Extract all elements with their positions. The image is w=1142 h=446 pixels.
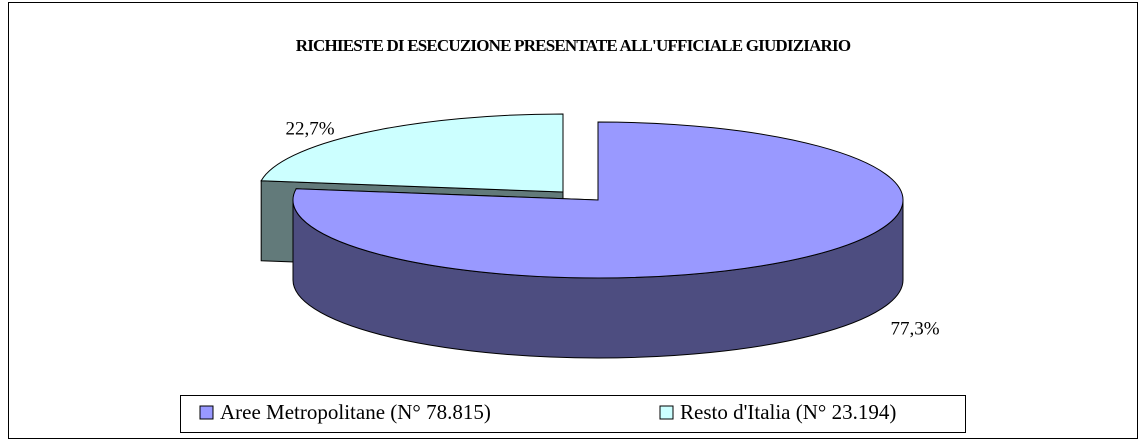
legend-label: Aree Metropolitane (N° 78.815) [220, 400, 491, 424]
chart-title: RICHIESTE DI ESECUZIONE PRESENTATE ALL'U… [296, 36, 851, 55]
legend-label: Resto d'Italia (N° 23.194) [680, 400, 896, 424]
legend-swatch [659, 405, 674, 420]
legend-box [180, 395, 966, 433]
data-label: 77,3% [890, 318, 939, 339]
slice [260, 113, 564, 193]
slice [292, 121, 904, 279]
data-label: 22,7% [285, 118, 334, 139]
legend-swatch [199, 405, 214, 420]
